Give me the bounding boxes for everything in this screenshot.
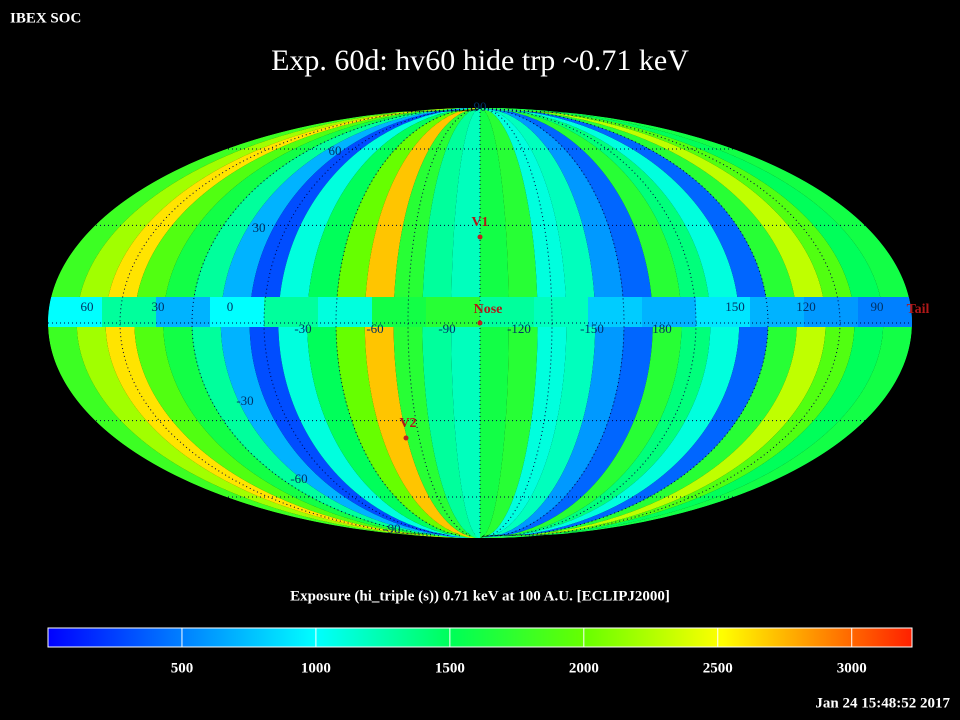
exposure-stripe	[249, 108, 480, 538]
meridian	[263, 108, 481, 537]
latitude-label: 90	[474, 99, 487, 114]
exposure-stripe	[480, 108, 653, 538]
exposure-stripe	[307, 108, 480, 538]
title: Exp. 60d: hv60 hide trp ~0.71 keV	[271, 44, 689, 77]
equator-cell	[858, 297, 912, 327]
colorbar-tick-label: 1500	[435, 660, 465, 676]
org: IBEX SOC	[10, 10, 81, 26]
overlay: 60 30 0 -30 -60 -90 -120 -150 180 150 120 90 90 60 30 -…	[81, 99, 930, 536]
equator-cell	[480, 297, 535, 327]
exposure-stripe	[278, 108, 480, 538]
longitude-label: 180	[652, 321, 672, 336]
longitude-label: -60	[366, 321, 383, 336]
meridian	[479, 108, 841, 537]
colorbar-ticks: 500 1000 1500 2000 2500 3000	[171, 628, 867, 676]
latitude-label: -60	[290, 471, 307, 486]
equator-cell	[588, 297, 643, 327]
colorbar-tick-label: 2000	[569, 660, 599, 676]
longitude-label: -90	[438, 321, 455, 336]
colorbar-tick-label: 2500	[703, 660, 733, 676]
latitude-label: -90	[383, 521, 400, 536]
marker-label: V2	[399, 416, 416, 431]
equator-cell	[534, 297, 589, 327]
exposure-stripe	[480, 108, 567, 538]
timestamp: Jan 24 15:48:52 2017	[815, 695, 950, 711]
sky-map	[48, 108, 912, 538]
equator-cell	[48, 297, 103, 327]
marker-label: Nose	[474, 302, 503, 317]
equator-cell	[318, 297, 373, 327]
colorbar	[47, 627, 913, 648]
equator-cell	[102, 297, 157, 327]
longitude-label: -30	[294, 321, 311, 336]
longitude-label: 120	[796, 299, 816, 314]
longitude-label: 90	[871, 299, 884, 314]
colorbar-tick-label: 500	[171, 660, 194, 676]
meridian	[335, 108, 481, 537]
equator-cell	[750, 297, 805, 327]
equator-cell	[696, 297, 751, 327]
marker-dot	[477, 320, 483, 326]
colorbar-label: Exposure (hi_triple (s)) 0.71 keV at 100…	[290, 588, 670, 604]
exposure-stripe	[480, 108, 596, 538]
marker-label: Tail	[907, 302, 930, 317]
longitude-label: 60	[81, 299, 94, 314]
longitude-label: 150	[725, 299, 745, 314]
meridian	[119, 108, 481, 537]
latitude-label: 30	[253, 220, 266, 235]
meridian	[191, 108, 481, 537]
longitude-label: 30	[152, 299, 165, 314]
equator-cell	[372, 297, 427, 327]
equator-cell	[804, 297, 859, 327]
meridian	[479, 108, 625, 537]
colorbar-tick-label: 1000	[301, 660, 331, 676]
equator-cell	[156, 297, 211, 327]
marker-dot	[477, 234, 483, 240]
longitude-label: -120	[507, 321, 531, 336]
equator-cell	[642, 297, 697, 327]
meridian	[479, 108, 697, 537]
exposure-stripe	[393, 108, 480, 538]
marker-dot	[403, 435, 409, 441]
marker-label: V1	[471, 215, 488, 230]
exposure-stripe	[480, 108, 682, 538]
latitude-label: -30	[236, 393, 253, 408]
equator-cell	[264, 297, 319, 327]
exposure-stripe	[480, 108, 711, 538]
exposure-stripe	[336, 108, 480, 538]
longitude-label: 0	[227, 299, 234, 314]
meridian	[479, 108, 769, 537]
equator-cell	[426, 297, 481, 327]
longitude-label: -150	[580, 321, 604, 336]
exposure-stripe	[480, 108, 624, 538]
latitude-label: 60	[329, 143, 342, 158]
equator-cell	[210, 297, 265, 327]
exposure-stripe	[364, 108, 480, 538]
colorbar-tick-label: 3000	[837, 660, 867, 676]
